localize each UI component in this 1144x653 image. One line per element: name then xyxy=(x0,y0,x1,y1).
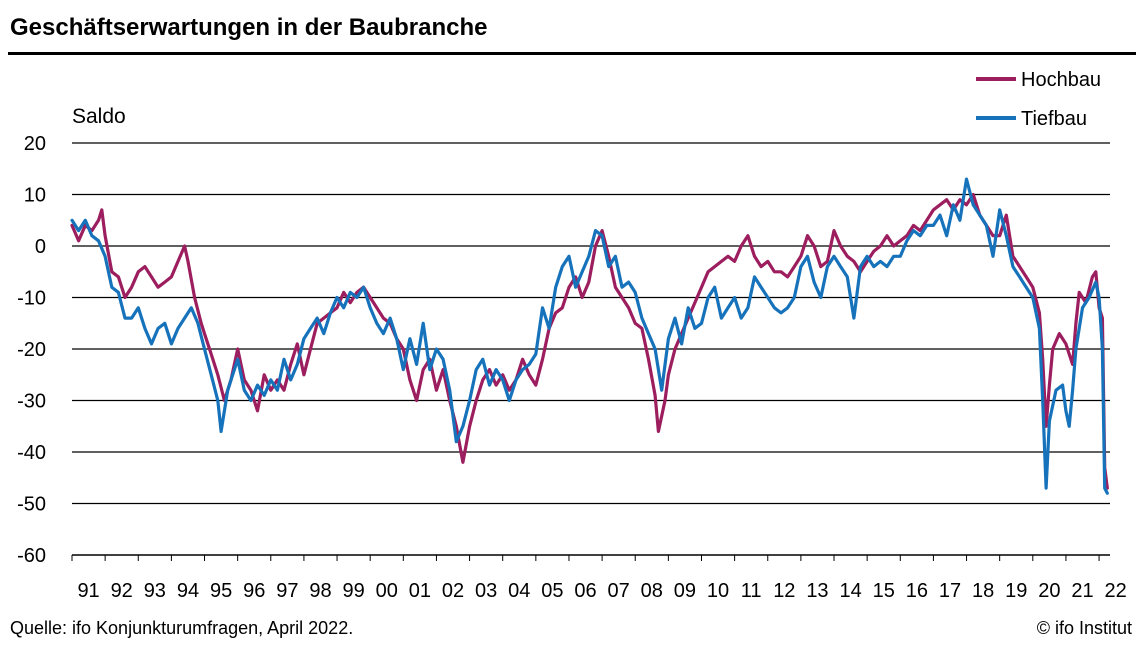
y-tick-label: -50 xyxy=(17,494,46,516)
source-note: Quelle: ifo Konjunkturumfragen, April 20… xyxy=(10,618,354,638)
x-tick-label: 10 xyxy=(707,580,729,602)
x-tick-label: 92 xyxy=(111,580,133,602)
x-tick-label: 91 xyxy=(77,580,99,602)
x-tick-label: 20 xyxy=(1038,580,1060,602)
title-divider xyxy=(8,52,1136,55)
x-tick-label: 22 xyxy=(1105,580,1127,602)
y-tick-label: -60 xyxy=(17,545,46,567)
series-line-hochbau xyxy=(70,192,1109,490)
x-tick-label: 21 xyxy=(1071,580,1093,602)
x-tick-label: 97 xyxy=(276,580,298,602)
y-axis-tick-labels: 20 10 0 -10 -20 -30 -40 -50 -60 xyxy=(17,133,46,567)
chart-title: Geschäftserwartungen in der Baubranche xyxy=(10,14,488,41)
y-tick-label: 0 xyxy=(35,236,46,258)
x-tick-label: 13 xyxy=(806,580,828,602)
y-tick-label: -10 xyxy=(17,288,46,310)
x-tick-label: 05 xyxy=(541,580,563,602)
x-tick-label: 94 xyxy=(177,580,199,602)
series-lines xyxy=(70,177,1109,495)
x-tick-label: 15 xyxy=(873,580,895,602)
x-tick-label: 12 xyxy=(773,580,795,602)
y-tick-label: -40 xyxy=(17,442,46,464)
x-tick-label: 19 xyxy=(1005,580,1027,602)
x-tick-label: 01 xyxy=(409,580,431,602)
y-tick-label: 10 xyxy=(24,185,46,207)
x-tick-label: 04 xyxy=(508,580,530,602)
x-tick-label: 03 xyxy=(475,580,497,602)
gridlines xyxy=(72,142,1110,556)
x-tick-label: 09 xyxy=(674,580,696,602)
x-tick-label: 96 xyxy=(243,580,265,602)
copyright-note: © ifo Institut xyxy=(1036,618,1132,638)
legend-label-hochbau: Hochbau xyxy=(1021,69,1101,91)
series-line-tiefbau xyxy=(70,177,1109,495)
legend: Hochbau Tiefbau xyxy=(976,69,1101,130)
x-tick-label: 93 xyxy=(144,580,166,602)
x-tick-label: 16 xyxy=(906,580,928,602)
x-tick-label: 17 xyxy=(939,580,961,602)
y-axis-label: Saldo xyxy=(72,105,126,128)
x-tick-label: 06 xyxy=(574,580,596,602)
x-tick-label: 18 xyxy=(972,580,994,602)
x-tick-label: 11 xyxy=(741,580,762,602)
y-tick-label: -30 xyxy=(17,391,46,413)
x-tick-label: 14 xyxy=(839,580,861,602)
x-tick-label: 95 xyxy=(210,580,232,602)
y-tick-label: -20 xyxy=(17,339,46,361)
x-tick-label: 02 xyxy=(442,580,464,602)
legend-label-tiefbau: Tiefbau xyxy=(1021,108,1087,130)
x-tick-label: 98 xyxy=(309,580,331,602)
y-tick-label: 20 xyxy=(24,133,46,155)
x-tick-label: 99 xyxy=(342,580,364,602)
x-tick-label: 08 xyxy=(641,580,663,602)
x-tick-label: 00 xyxy=(376,580,398,602)
x-tick-label: 07 xyxy=(608,580,630,602)
x-axis-tick-labels: 91 92 93 94 95 96 97 98 99 00 01 02 03 04 05 06 07 08 09 10… xyxy=(71,555,1127,602)
